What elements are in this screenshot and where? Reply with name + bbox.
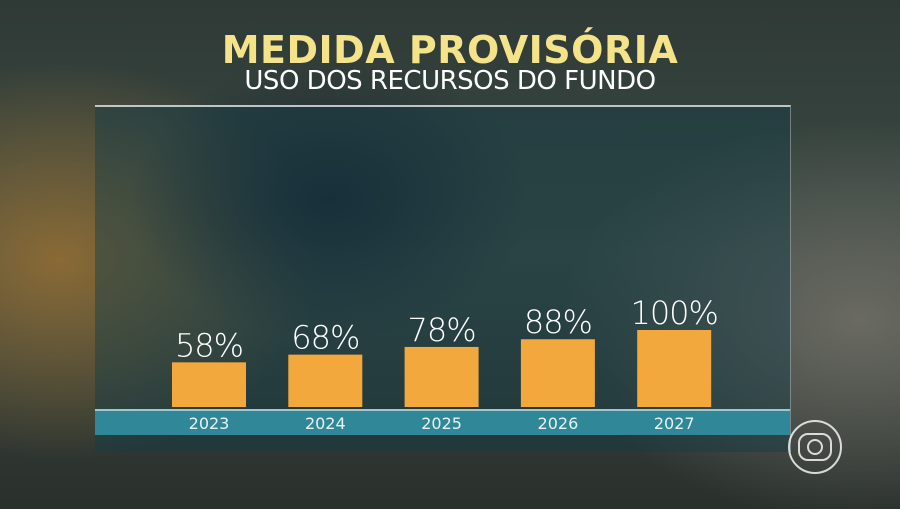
- data-label: 78%: [408, 311, 476, 349]
- x-tick-label: 2025: [421, 414, 462, 433]
- data-label: 58%: [175, 326, 243, 364]
- x-tick-label: 2026: [538, 414, 579, 433]
- data-label: 100%: [630, 294, 717, 332]
- data-label: 68%: [291, 319, 359, 357]
- bar-2027: [637, 330, 712, 407]
- bar-2023: [172, 362, 246, 407]
- x-tick-label: 2024: [305, 414, 346, 433]
- globo-logo-icon: [788, 420, 842, 474]
- bar-2026: [520, 339, 595, 407]
- x-tick-label: 2027: [654, 414, 695, 433]
- bar-2025: [404, 346, 479, 407]
- data-label: 88%: [524, 303, 592, 341]
- x-tick-label: 2023: [189, 414, 230, 433]
- x-axis-strip: [95, 409, 790, 435]
- bar-2024: [288, 354, 363, 407]
- chart-subtitle: USO DOS RECURSOS DO FUNDO: [244, 66, 656, 96]
- chart-title: MEDIDA PROVISÓRIA: [221, 28, 679, 72]
